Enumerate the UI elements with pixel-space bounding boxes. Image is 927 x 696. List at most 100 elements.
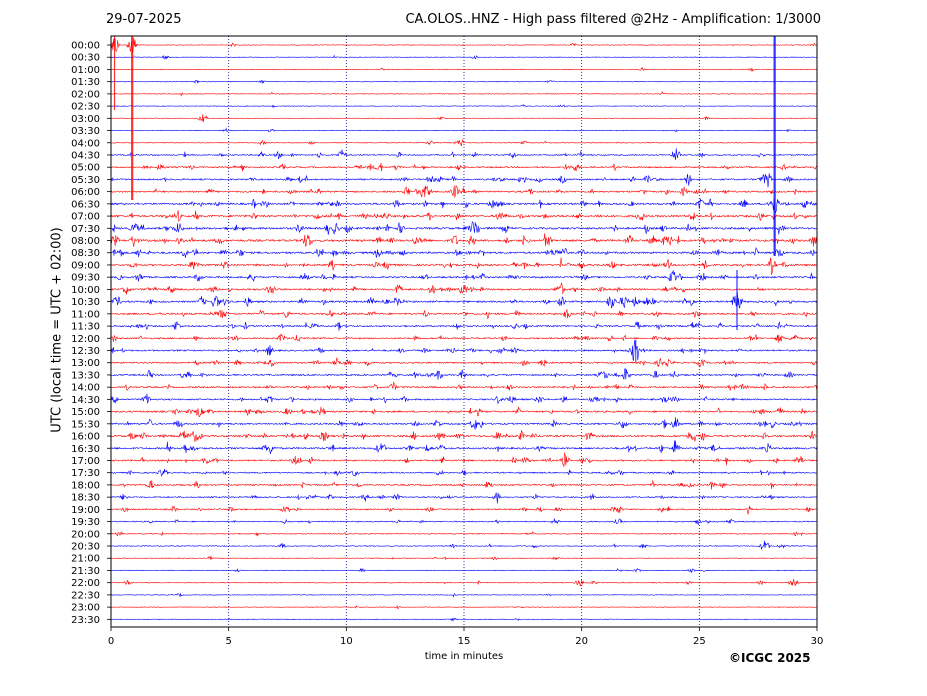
row-time-label: 20:30 (71, 542, 100, 553)
chart-date: 29-07-2025 (106, 12, 182, 27)
row-time-label: 19:30 (71, 517, 100, 528)
row-time-label: 10:30 (71, 297, 100, 308)
row-time-label: 22:00 (71, 578, 100, 589)
row-time-label: 21:00 (71, 554, 100, 565)
row-time-label: 18:00 (71, 480, 100, 491)
row-time-label: 07:30 (71, 224, 100, 235)
seismic-trace (110, 417, 817, 430)
row-time-label: 08:00 (71, 236, 100, 247)
seismic-trace (110, 148, 817, 160)
row-time-label: 09:30 (71, 273, 100, 284)
row-time-label: 14:30 (71, 395, 100, 406)
row-time-label: 04:30 (71, 150, 100, 161)
seismic-trace (110, 617, 817, 622)
row-time-label: 11:30 (71, 322, 100, 333)
row-time-label: 14:00 (71, 383, 100, 394)
copyright-notice: ©ICGC 2025 (729, 651, 811, 665)
seismic-trace (110, 568, 817, 574)
plot-frame (110, 35, 818, 628)
row-time-label: 08:30 (71, 248, 100, 259)
x-tick-label: 20 (575, 636, 588, 647)
row-time-label: 04:00 (71, 138, 100, 149)
row-time-label: 15:00 (71, 407, 100, 418)
seismic-trace (110, 246, 817, 259)
seismic-trace (110, 531, 817, 537)
row-time-label: 02:30 (71, 102, 100, 113)
row-time-label: 02:00 (71, 89, 100, 100)
seismic-trace (110, 406, 817, 418)
x-tick-label: 5 (225, 636, 231, 647)
row-time-label: 09:00 (71, 260, 100, 271)
seismic-trace (110, 210, 817, 222)
row-time-label: 23:00 (71, 603, 100, 614)
row-time-label: 16:00 (71, 432, 100, 443)
seismic-trace (110, 468, 817, 477)
seismic-trace (110, 452, 817, 467)
seismic-trace (110, 357, 817, 368)
row-time-label: 05:00 (71, 163, 100, 174)
seismic-trace (110, 540, 817, 550)
row-time-label: 06:00 (71, 187, 100, 198)
seismic-trace (110, 91, 817, 97)
seismic-trace (110, 198, 817, 214)
seismic-trace (110, 367, 817, 380)
seismic-trace (110, 114, 817, 123)
seismic-trace (110, 127, 817, 133)
seismic-trace (110, 555, 817, 561)
row-time-label: 00:00 (71, 41, 100, 52)
seismic-trace (110, 270, 817, 282)
row-time-label: 23:30 (71, 615, 100, 626)
x-tick-label: 15 (458, 636, 471, 647)
x-tick-label: 0 (108, 636, 114, 647)
row-time-label: 01:30 (71, 77, 100, 88)
seismic-trace (110, 281, 817, 295)
seismic-trace (110, 518, 817, 526)
seismic-trace (110, 339, 817, 361)
seismic-trace (110, 292, 817, 309)
seismic-trace (110, 173, 817, 188)
seismic-trace (110, 393, 817, 405)
row-time-label: 03:30 (71, 126, 100, 137)
row-time-label: 15:30 (71, 419, 100, 430)
seismic-trace (110, 54, 817, 60)
seismic-trace (110, 440, 817, 455)
row-time-label: 03:00 (71, 114, 100, 125)
row-time-label: 00:30 (71, 53, 100, 64)
seismic-trace (110, 221, 817, 235)
seismic-trace (110, 37, 817, 53)
seismic-trace (110, 429, 817, 443)
row-time-label: 22:30 (71, 590, 100, 601)
seismic-trace (110, 479, 817, 490)
seismic-trace (110, 185, 817, 198)
row-time-label: 12:00 (71, 334, 100, 345)
seismic-trace (110, 138, 817, 147)
row-time-label: 01:00 (71, 65, 100, 76)
seismic-trace (110, 104, 817, 109)
row-time-label: 19:00 (71, 505, 100, 516)
row-time-label: 10:00 (71, 285, 100, 296)
seismic-trace (110, 492, 817, 504)
seismic-trace (110, 321, 817, 331)
seismic-trace (110, 578, 817, 587)
row-time-label: 16:30 (71, 444, 100, 455)
x-tick-label: 25 (693, 636, 706, 647)
chart-title: CA.OLOS..HNZ - High pass filtered @2Hz -… (405, 12, 821, 27)
seismic-trace (110, 381, 817, 391)
row-time-label: 06:30 (71, 199, 100, 210)
x-tick-label: 10 (340, 636, 353, 647)
seismic-trace (110, 257, 817, 275)
row-time-label: 11:00 (71, 309, 100, 320)
seismic-trace (110, 79, 817, 84)
seismic-trace (110, 309, 817, 320)
row-time-label: 12:30 (71, 346, 100, 357)
seismic-trace (110, 592, 817, 598)
row-time-label: 18:30 (71, 493, 100, 504)
seismic-trace (110, 505, 817, 515)
seismic-trace (110, 333, 817, 343)
x-tick-label: 30 (811, 636, 824, 647)
row-time-label: 13:00 (71, 358, 100, 369)
row-time-label: 07:00 (71, 212, 100, 223)
row-time-label: 17:30 (71, 468, 100, 479)
row-time-label: 13:30 (71, 370, 100, 381)
